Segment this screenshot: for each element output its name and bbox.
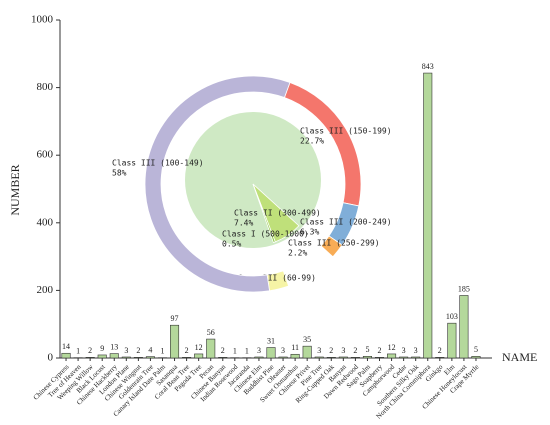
bar — [290, 353, 300, 359]
value-label: 97 — [171, 314, 179, 323]
value-label: 3 — [257, 346, 261, 355]
bar — [254, 356, 264, 359]
value-label: 35 — [303, 335, 311, 344]
y-axis-label: NUMBER — [8, 164, 22, 215]
value-label: 1 — [160, 346, 164, 355]
bar — [326, 357, 336, 359]
value-label: 2 — [378, 346, 382, 355]
value-label: 12 — [195, 343, 203, 352]
slice-label: Class III (60-99) — [234, 274, 316, 283]
slice-label: Class III (200-249) — [300, 218, 392, 227]
value-label: 5 — [474, 345, 478, 354]
value-label: 843 — [422, 62, 434, 71]
value-label: 185 — [458, 284, 470, 293]
value-label: 3 — [414, 346, 418, 355]
bar — [97, 354, 107, 359]
slice-value-label: 58% — [112, 169, 127, 178]
bar — [423, 72, 433, 359]
value-label: 31 — [267, 336, 275, 345]
slice-label: Class III (150-199) — [300, 127, 392, 136]
value-label: 2 — [353, 346, 357, 355]
bar — [266, 347, 276, 359]
bar — [194, 353, 204, 359]
value-label: 1 — [245, 346, 249, 355]
value-label: 3 — [281, 346, 285, 355]
slice-value-label: 22.7% — [300, 137, 324, 146]
value-label: 9 — [100, 344, 104, 353]
bar — [374, 357, 385, 359]
slice-label: Class III (100-149) — [112, 159, 204, 168]
bar — [314, 356, 324, 359]
bar — [85, 357, 95, 359]
bar — [338, 356, 348, 359]
y-tick-label: 800 — [37, 81, 54, 93]
value-label: 3 — [124, 346, 128, 355]
pie-slice — [144, 75, 291, 293]
bar — [435, 357, 445, 359]
value-label: 2 — [221, 346, 225, 355]
bar — [109, 353, 119, 359]
bar — [362, 356, 372, 359]
bar — [218, 357, 228, 359]
y-tick-label: 600 — [37, 149, 54, 161]
y-tick-label: 0 — [48, 352, 54, 364]
y-tick-label: 1000 — [31, 14, 54, 26]
value-label: 5 — [365, 345, 369, 354]
value-label: 14 — [62, 342, 70, 351]
bar — [459, 295, 469, 359]
value-label: 3 — [341, 346, 345, 355]
value-label: 13 — [110, 342, 118, 351]
pie-slice — [320, 235, 343, 258]
value-label: 2 — [136, 346, 140, 355]
value-label: 12 — [388, 343, 396, 352]
x-axis-label: NAME — [502, 350, 537, 364]
value-label: 103 — [446, 312, 458, 321]
bar — [471, 356, 481, 359]
y-tick-label: 200 — [37, 284, 54, 296]
bar — [399, 356, 409, 359]
bar — [61, 352, 71, 359]
bar — [182, 357, 192, 359]
value-label: 2 — [185, 346, 189, 355]
slice-value-label: 6.3% — [300, 228, 319, 237]
y-tick-label: 400 — [37, 216, 54, 228]
bar — [387, 353, 397, 359]
bar — [133, 357, 143, 359]
slice-label: Class I (500-1000) — [222, 230, 309, 239]
pie-center — [185, 112, 321, 248]
value-label: 1 — [233, 346, 237, 355]
value-label: 4 — [148, 345, 152, 354]
bar — [278, 356, 288, 359]
pie-slice — [252, 183, 276, 244]
bar — [411, 356, 421, 359]
slice-label: Class II (300-499) — [234, 209, 321, 218]
bar — [121, 356, 131, 359]
value-label: 2 — [329, 346, 333, 355]
bar — [145, 356, 155, 359]
slice-value-label: 0.5% — [222, 240, 241, 249]
value-label: 3 — [402, 346, 406, 355]
bar — [170, 324, 180, 359]
value-label: 56 — [207, 328, 215, 337]
value-label: 11 — [291, 343, 299, 352]
value-label: 3 — [317, 346, 321, 355]
value-label: 2 — [438, 346, 442, 355]
value-label: 1 — [76, 346, 80, 355]
bar — [302, 345, 312, 359]
value-label: 2 — [88, 346, 92, 355]
bar — [447, 322, 457, 359]
bar — [350, 357, 360, 359]
slice-label: Class III (250-299) — [288, 239, 380, 248]
bar — [206, 338, 216, 359]
slice-value-label: 7.4% — [234, 219, 253, 228]
slice-value-label: 2.2% — [288, 249, 307, 258]
